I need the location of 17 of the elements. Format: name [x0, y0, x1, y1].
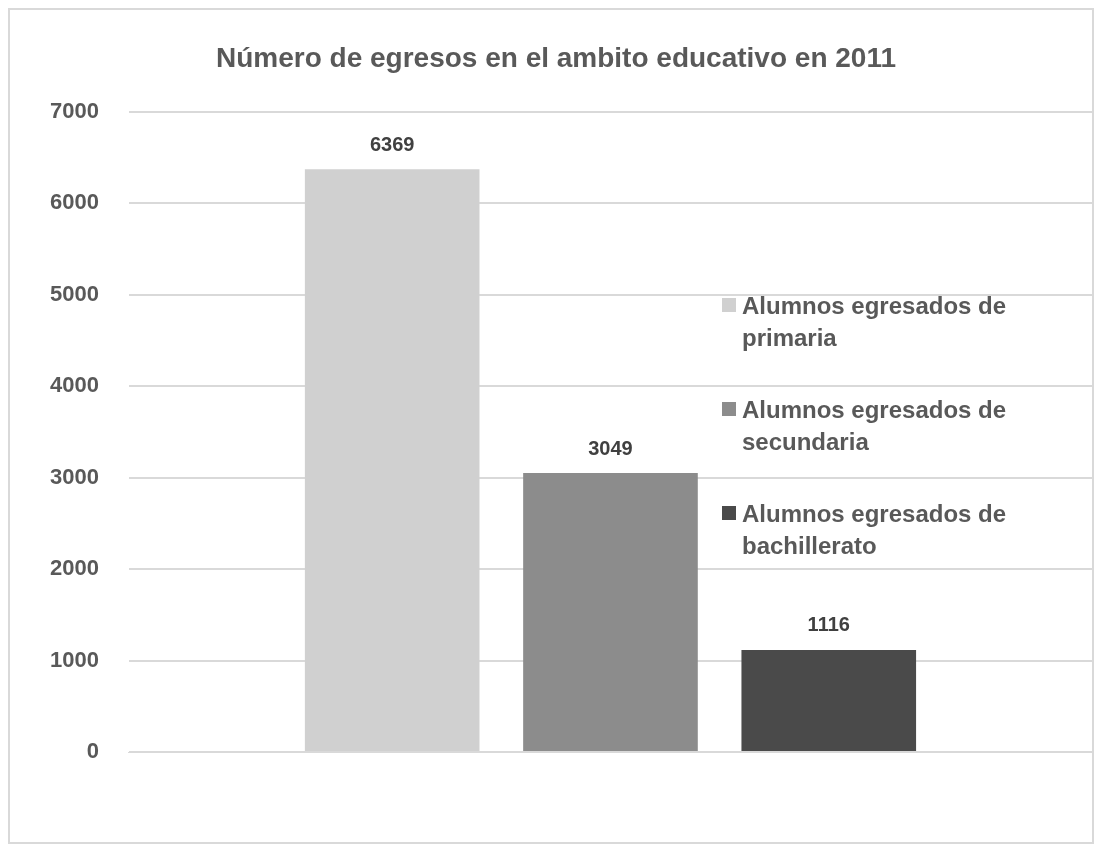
y-tick-label: 1000 — [49, 646, 99, 672]
chart-title: Número de egresos en el ambito educativo en 2011 — [215, 41, 897, 73]
legend-label: Alumnos egresados de primaria — [742, 291, 1008, 353]
y-tick-label: 0 — [86, 738, 99, 764]
legend-label: Alumnos egresados de secundaria — [742, 395, 1008, 457]
bar — [741, 649, 917, 751]
legend-label: Alumnos egresados de bachillerato — [742, 499, 1008, 561]
data-label: 1116 — [807, 613, 850, 636]
bar — [523, 473, 698, 751]
y-tick-label: 6000 — [49, 189, 99, 215]
y-tick-label: 2000 — [49, 555, 99, 581]
y-tick-label: 4000 — [49, 372, 99, 398]
y-tick-label: 5000 — [49, 280, 99, 306]
data-label: 3049 — [588, 436, 633, 459]
y-tick-label: 7000 — [49, 97, 99, 123]
data-label: 6369 — [369, 132, 415, 155]
y-tick-label: 3000 — [49, 463, 99, 489]
